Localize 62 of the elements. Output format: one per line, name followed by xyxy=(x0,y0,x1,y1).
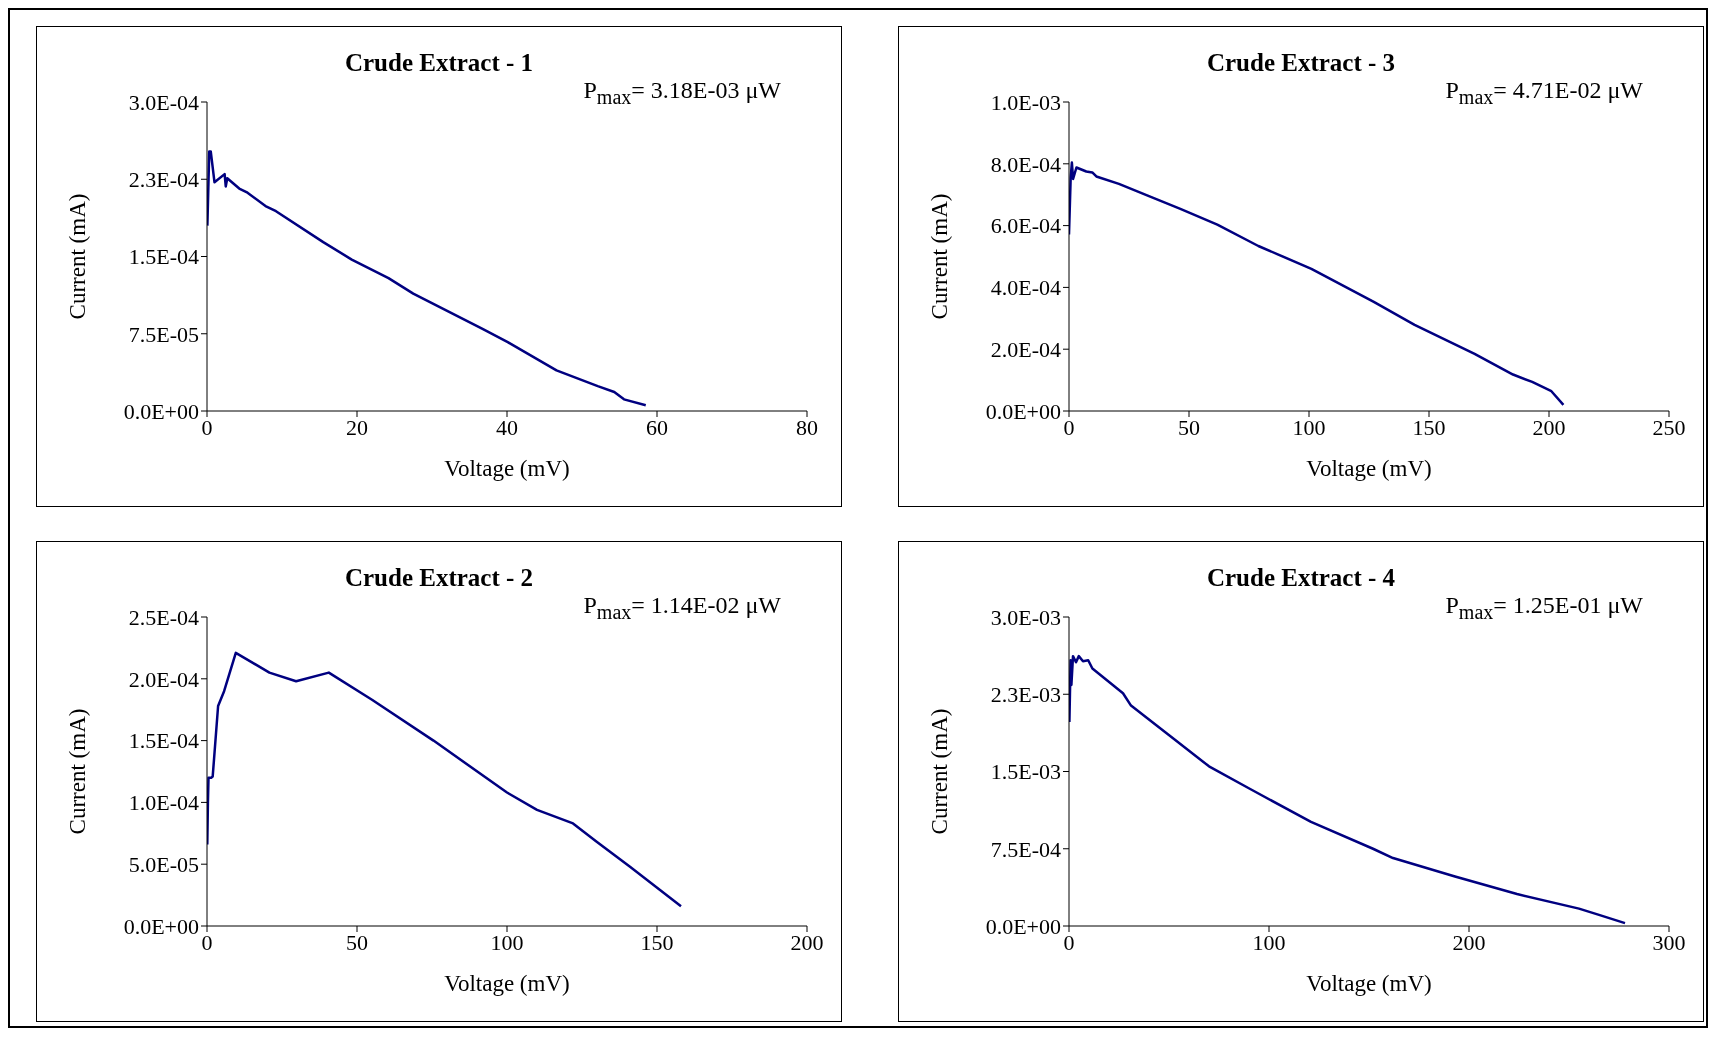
x-tick-label: 150 xyxy=(640,929,674,955)
y-tick-label: 1.0E-04 xyxy=(128,790,199,816)
y-tick-label: 0.0E+00 xyxy=(985,398,1061,424)
y-axis-title: Current (mA) xyxy=(927,193,953,320)
y-tick-label: 2.3E-03 xyxy=(990,682,1061,708)
y-tick-label: 1.5E-04 xyxy=(128,244,199,270)
y-tick-label: 0.0E+00 xyxy=(123,913,199,939)
x-tick-label: 200 xyxy=(790,929,824,955)
chart-title: Crude Extract - 4 xyxy=(1205,564,1397,592)
y-tick-label: 7.5E-04 xyxy=(990,836,1061,862)
x-tick-label: 200 xyxy=(1532,414,1566,440)
y-tick-label: 2.3E-04 xyxy=(128,167,199,193)
line-series xyxy=(207,651,683,908)
y-tick-label: 3.0E-04 xyxy=(128,89,199,115)
chart-title: Crude Extract - 3 xyxy=(1205,49,1397,77)
y-tick-label: 8.0E-04 xyxy=(990,151,1061,177)
annotation: P$_{max}$= 3.18E-03 μW xyxy=(583,77,781,109)
x-tick-label: 100 xyxy=(1252,929,1286,955)
annotation: P$_{max}$= 1.25E-01 μW xyxy=(1445,592,1643,624)
x-tick-label: 80 xyxy=(796,414,818,440)
chart-title: Crude Extract - 1 xyxy=(343,49,535,77)
annotation: P$_{max}$= 4.71E-02 μW xyxy=(1445,77,1643,109)
y-tick-label: 0.0E+00 xyxy=(123,398,199,424)
x-axis-title: Voltage (mV) xyxy=(444,971,570,996)
x-tick-label: 50 xyxy=(346,929,368,955)
x-tick-label: 0 xyxy=(201,414,213,440)
x-tick-label: 100 xyxy=(1292,414,1326,440)
y-tick-label: 3.0E-03 xyxy=(990,604,1061,630)
line-series xyxy=(207,150,647,407)
x-tick-label: 100 xyxy=(490,929,524,955)
y-tick-label: 0.0E+00 xyxy=(985,913,1061,939)
x-tick-label: 50 xyxy=(1178,414,1200,440)
x-tick-label: 60 xyxy=(646,414,668,440)
x-axis-title: Voltage (mV) xyxy=(1306,456,1432,481)
x-tick-label: 150 xyxy=(1412,414,1446,440)
y-tick-label: 1.0E-03 xyxy=(990,89,1061,115)
y-tick-label: 2.0E-04 xyxy=(990,337,1061,363)
y-tick-label: 7.5E-05 xyxy=(128,321,199,347)
y-tick-label: 1.5E-03 xyxy=(990,759,1061,785)
y-tick-label: 6.0E-04 xyxy=(990,213,1061,239)
chart-title: Crude Extract - 2 xyxy=(343,564,535,592)
x-axis-title: Voltage (mV) xyxy=(444,456,570,481)
annotation: P$_{max}$= 1.14E-02 μW xyxy=(583,592,781,624)
x-tick-label: 200 xyxy=(1452,929,1486,955)
y-axis-title: Current (mA) xyxy=(927,708,953,835)
x-tick-label: 20 xyxy=(346,414,368,440)
y-axis-title: Current (mA) xyxy=(65,193,91,320)
x-tick-label: 0 xyxy=(1063,929,1075,955)
y-tick-label: 5.0E-05 xyxy=(128,852,199,878)
x-tick-label: 250 xyxy=(1652,414,1686,440)
line-series xyxy=(1069,161,1565,407)
y-tick-label: 2.0E-04 xyxy=(128,666,199,692)
y-axis-title: Current (mA) xyxy=(65,708,91,835)
line-series xyxy=(1069,654,1627,925)
x-axis-title: Voltage (mV) xyxy=(1306,971,1432,996)
x-tick-label: 300 xyxy=(1652,929,1686,955)
x-tick-label: 0 xyxy=(1063,414,1075,440)
y-tick-label: 2.5E-04 xyxy=(128,604,199,630)
x-tick-label: 40 xyxy=(496,414,518,440)
y-tick-label: 1.5E-04 xyxy=(128,728,199,754)
y-tick-label: 4.0E-04 xyxy=(990,275,1061,301)
x-tick-label: 0 xyxy=(201,929,213,955)
